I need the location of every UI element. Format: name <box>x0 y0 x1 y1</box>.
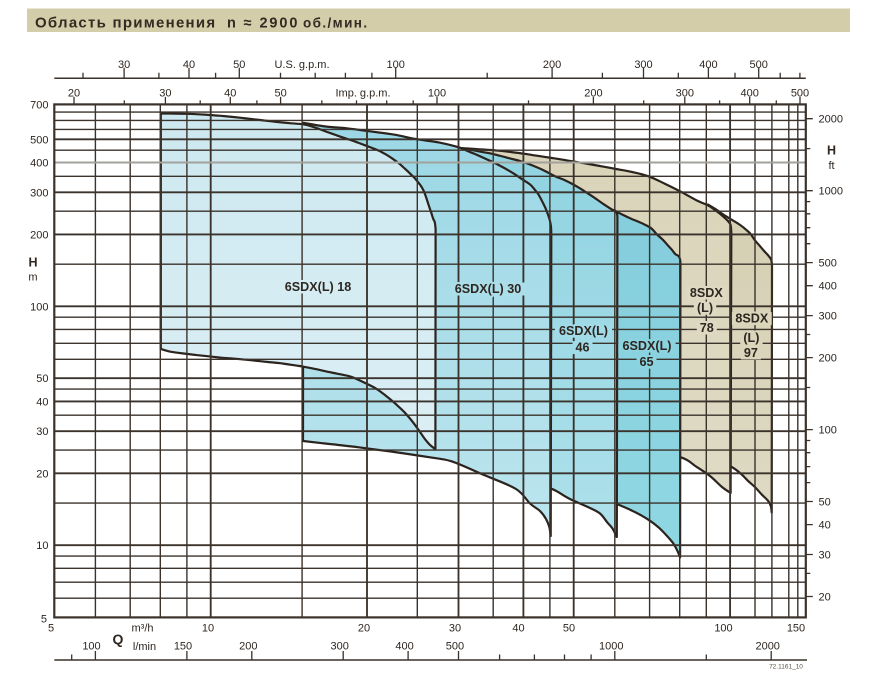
svg-text:20: 20 <box>819 592 831 604</box>
svg-text:400: 400 <box>699 59 717 71</box>
svg-text:400: 400 <box>395 641 413 653</box>
svg-text:m: m <box>28 272 37 284</box>
svg-text:300: 300 <box>30 187 48 199</box>
svg-text:20: 20 <box>36 468 48 480</box>
svg-text:150: 150 <box>174 641 192 653</box>
svg-text:5: 5 <box>48 623 54 635</box>
svg-text:500: 500 <box>791 88 809 100</box>
svg-text:40: 40 <box>224 88 236 100</box>
svg-text:200: 200 <box>584 88 602 100</box>
svg-text:H: H <box>28 255 37 269</box>
svg-text:n ≈ 2900: n ≈ 2900 <box>227 16 299 32</box>
svg-text:100: 100 <box>82 641 100 653</box>
svg-text:20: 20 <box>358 623 370 635</box>
svg-text:200: 200 <box>543 59 561 71</box>
svg-text:40: 40 <box>183 59 195 71</box>
svg-text:300: 300 <box>819 311 837 323</box>
svg-text:8SDX: 8SDX <box>735 312 768 326</box>
svg-text:200: 200 <box>239 641 257 653</box>
svg-text:50: 50 <box>819 497 831 509</box>
svg-text:300: 300 <box>676 88 694 100</box>
svg-text:100: 100 <box>428 88 446 100</box>
svg-text:200: 200 <box>819 353 837 365</box>
svg-text:100: 100 <box>714 623 732 635</box>
svg-text:l/min: l/min <box>133 641 156 653</box>
svg-text:150: 150 <box>787 623 805 635</box>
svg-text:97: 97 <box>744 346 758 360</box>
svg-text:500: 500 <box>30 134 48 146</box>
svg-text:1000: 1000 <box>599 641 623 653</box>
svg-text:400: 400 <box>741 88 759 100</box>
svg-text:2000: 2000 <box>755 641 779 653</box>
svg-text:U.S. g.p.m.: U.S. g.p.m. <box>274 59 329 71</box>
svg-text:20: 20 <box>68 88 80 100</box>
svg-text:400: 400 <box>819 281 837 293</box>
svg-text:10: 10 <box>36 540 48 552</box>
svg-text:30: 30 <box>159 88 171 100</box>
svg-text:Imp. g.p.m.: Imp. g.p.m. <box>335 88 390 100</box>
svg-text:30: 30 <box>118 59 130 71</box>
svg-text:6SDX(L): 6SDX(L) <box>559 324 608 338</box>
svg-text:H: H <box>827 144 836 158</box>
svg-text:ft: ft <box>828 160 834 172</box>
svg-text:50: 50 <box>563 623 575 635</box>
svg-text:40: 40 <box>36 396 48 408</box>
svg-text:30: 30 <box>819 550 831 562</box>
svg-text:50: 50 <box>36 373 48 385</box>
svg-text:6SDX(L): 6SDX(L) <box>623 339 672 353</box>
svg-text:300: 300 <box>634 59 652 71</box>
svg-text:100: 100 <box>30 301 48 313</box>
svg-text:40: 40 <box>512 623 524 635</box>
svg-text:10: 10 <box>202 623 214 635</box>
svg-text:72.1161_10: 72.1161_10 <box>769 664 803 671</box>
svg-text:50: 50 <box>233 59 245 71</box>
svg-text:300: 300 <box>331 641 349 653</box>
svg-text:65: 65 <box>639 355 653 369</box>
svg-text:m³/h: m³/h <box>132 623 154 635</box>
svg-text:5: 5 <box>41 614 47 626</box>
svg-text:Область применения: Область применения <box>35 15 216 32</box>
svg-text:Q: Q <box>113 631 124 647</box>
svg-text:100: 100 <box>819 425 837 437</box>
svg-text:500: 500 <box>446 641 464 653</box>
svg-text:50: 50 <box>274 88 286 100</box>
svg-text:400: 400 <box>30 158 48 170</box>
svg-text:(L): (L) <box>697 301 713 315</box>
svg-text:30: 30 <box>36 426 48 438</box>
svg-text:46: 46 <box>575 341 589 355</box>
svg-text:700: 700 <box>30 99 48 111</box>
svg-text:1000: 1000 <box>819 186 843 198</box>
svg-text:200: 200 <box>30 229 48 241</box>
svg-text:500: 500 <box>819 258 837 270</box>
svg-text:500: 500 <box>750 59 768 71</box>
svg-text:78: 78 <box>700 321 714 335</box>
svg-text:6SDX(L) 30: 6SDX(L) 30 <box>455 282 522 296</box>
svg-text:30: 30 <box>449 623 461 635</box>
svg-text:2000: 2000 <box>819 114 843 126</box>
svg-text:8SDX: 8SDX <box>690 286 723 300</box>
svg-text:40: 40 <box>819 520 831 532</box>
svg-text:100: 100 <box>387 59 405 71</box>
svg-text:(L): (L) <box>743 331 759 345</box>
svg-text:6SDX(L) 18: 6SDX(L) 18 <box>285 280 352 294</box>
svg-text:об./мин.: об./мин. <box>303 16 368 31</box>
